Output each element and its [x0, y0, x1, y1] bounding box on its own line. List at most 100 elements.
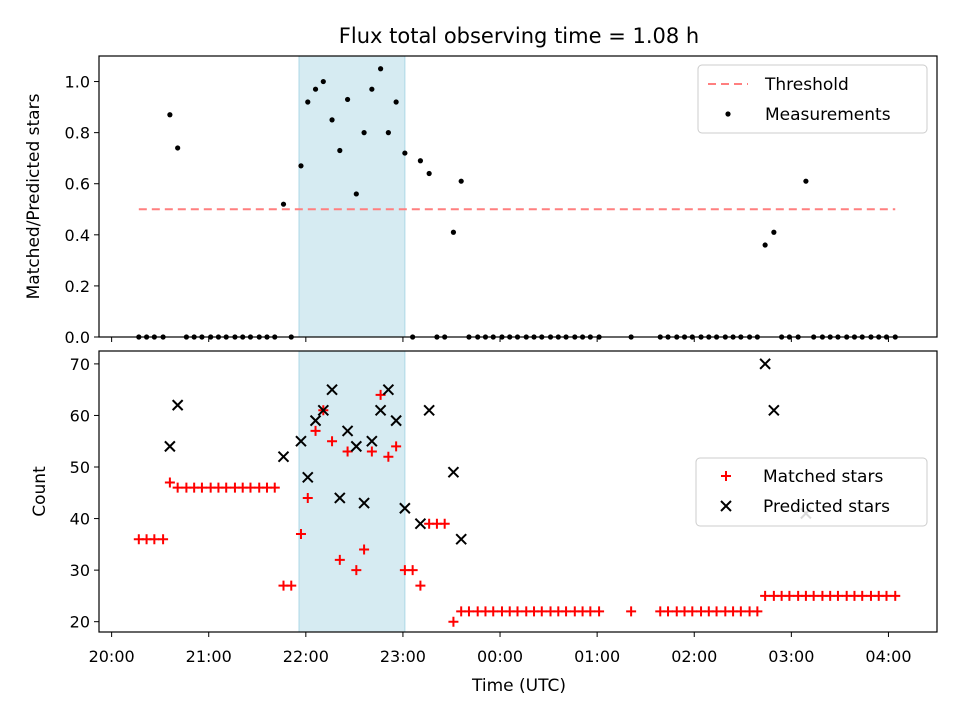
- y-tick-label: 30: [70, 561, 90, 580]
- measurement-point: [280, 201, 287, 207]
- predicted-star-point: [277, 450, 290, 463]
- matched-star-point: [561, 606, 572, 617]
- predicted-star-point: [317, 404, 330, 417]
- panel-2: 20:00 21:00 22:00 23:00 00:00 01:00 02:00 03:00…: [30, 350, 938, 666]
- chart-title: Flux total observing time = 1.08 h: [339, 24, 699, 48]
- matched-star-point: [391, 441, 402, 452]
- predicted-star-point: [390, 414, 402, 427]
- measurement-point: [385, 130, 391, 136]
- predicted-star-point: [759, 358, 771, 370]
- predicted-star-point: [302, 471, 314, 484]
- y-tick-label: 0.0: [65, 328, 90, 347]
- measurement-point: [320, 78, 326, 85]
- predicted-star-point: [366, 435, 378, 447]
- predicted-star-point: [399, 502, 411, 514]
- legend-box: [697, 64, 928, 134]
- matched-star-point: [735, 606, 746, 617]
- x-tick-label: 21:00: [186, 647, 232, 666]
- measurement-point: [803, 178, 809, 184]
- matched-star-point: [366, 446, 377, 457]
- matched-star-point: [857, 590, 868, 601]
- matched-star-point: [351, 565, 362, 576]
- legend-matched-label: Matched stars: [763, 467, 883, 487]
- matched-star-point: [327, 436, 338, 447]
- y-tick-label: 50: [70, 458, 90, 477]
- measurement-point: [167, 112, 173, 118]
- measurement-point: [458, 178, 464, 184]
- predicted-star-point: [768, 404, 780, 417]
- measurement-point: [417, 158, 424, 164]
- matched-star-point: [512, 606, 523, 617]
- predicted-star-point: [164, 440, 176, 453]
- plot-layer: 0.0 0.2 0.4 0.6 0.8 1.0 Matched/Predicted star…: [24, 55, 938, 666]
- predicted-star-point: [350, 440, 363, 453]
- measurement-point: [329, 117, 335, 123]
- y-tick-label: 60: [70, 406, 90, 425]
- matched-star-point: [221, 482, 232, 493]
- matched-star-point: [245, 482, 256, 493]
- legend-predicted-label: Predicted stars: [763, 497, 890, 517]
- measurement-point: [393, 99, 399, 105]
- matched-star-point: [302, 492, 313, 503]
- legend-measurement-label: Measurements: [765, 105, 891, 125]
- measurement-point: [312, 86, 319, 92]
- measurement-point: [298, 163, 304, 169]
- y-axis-label: Matched/Predicted stars: [24, 93, 44, 299]
- matched-star-point: [784, 590, 795, 601]
- x-tick-label: 01:00: [574, 647, 620, 666]
- matched-star-point: [463, 606, 474, 617]
- x-tick-label: 22:00: [283, 647, 329, 666]
- matched-star-point: [164, 477, 175, 488]
- y-tick-label: 0.8: [65, 124, 90, 143]
- matched-star-point: [663, 606, 674, 617]
- matched-star-point: [488, 606, 499, 617]
- measurement-point: [305, 99, 311, 105]
- predicted-star-point: [455, 533, 467, 545]
- measurement-point: [361, 130, 367, 136]
- measurement-point: [771, 229, 777, 235]
- x-axis-label: Time (UTC): [471, 676, 566, 696]
- predicted-star-point: [414, 518, 427, 530]
- matched-star-point: [832, 590, 843, 601]
- measurement-point: [450, 229, 457, 235]
- matched-star-point: [269, 482, 280, 493]
- matched-star-point: [310, 425, 321, 436]
- x-tick-label: 00:00: [477, 647, 523, 666]
- matched-star-point: [196, 482, 207, 493]
- matched-star-point: [158, 534, 169, 545]
- predicted-star-point: [382, 383, 395, 396]
- series-matched-stars: [133, 389, 901, 627]
- measurement-point: [369, 86, 375, 92]
- measurement-point: [344, 96, 351, 103]
- matched-star-point: [594, 606, 605, 617]
- measurement-point: [762, 242, 768, 248]
- x-tick-label: 04:00: [865, 647, 911, 666]
- matched-star-point: [881, 590, 892, 601]
- predicted-star-point: [295, 435, 307, 447]
- legend: Matched stars Predicted stars: [695, 457, 928, 527]
- matched-star-point: [342, 446, 353, 457]
- measurement-point: [337, 147, 343, 154]
- predicted-star-point: [374, 404, 387, 417]
- matched-star-point: [407, 565, 418, 576]
- y-tick-label: 20: [70, 613, 90, 632]
- legend: Threshold Measurements: [697, 64, 928, 134]
- matched-star-point: [890, 590, 901, 601]
- observing-span-highlight: [298, 350, 406, 633]
- measurement-point: [402, 150, 408, 156]
- predicted-star-point: [326, 383, 338, 396]
- measurement-point: [426, 170, 432, 177]
- predicted-star-point: [171, 399, 184, 411]
- y-tick-label: 70: [70, 355, 90, 374]
- measurement-point: [377, 66, 384, 72]
- measurement-point: [353, 191, 359, 197]
- predicted-star-point: [341, 425, 354, 437]
- measurement-point: [175, 145, 181, 151]
- matched-star-point: [383, 451, 394, 462]
- matched-star-point: [760, 590, 771, 601]
- panel-1: 0.0 0.2 0.4 0.6 0.8 1.0 Matched/Predicted star…: [24, 55, 938, 347]
- matched-star-point: [585, 606, 596, 617]
- predicted-star-point: [447, 466, 460, 478]
- predicted-star-point: [309, 414, 322, 427]
